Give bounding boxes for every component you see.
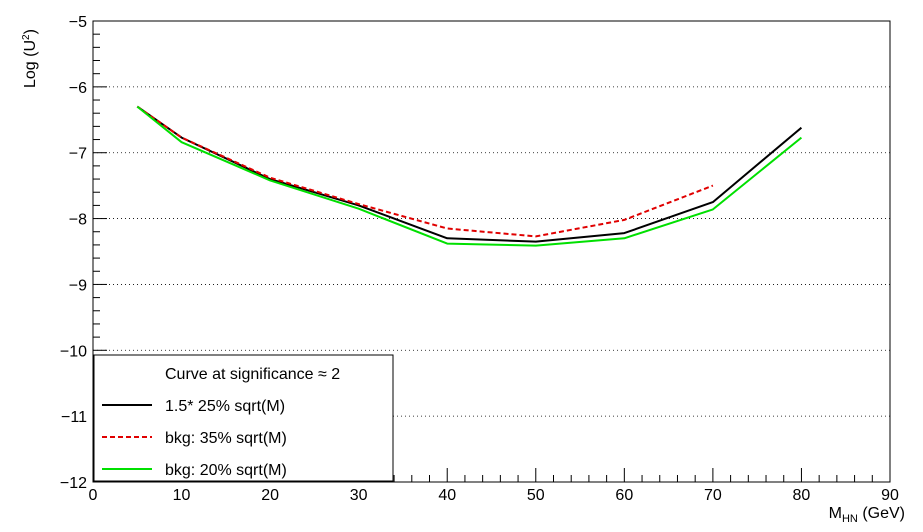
series-line-3 — [136, 105, 803, 247]
x-axis-label-unit: (GeV) — [858, 505, 905, 522]
x-tick-label: 0 — [89, 487, 98, 504]
legend: Curve at significance ≈ 2 1.5* 25% sqrt(… — [93, 354, 394, 482]
y-tick-label: −9 — [69, 277, 87, 294]
y-tick-label: −7 — [69, 146, 87, 163]
x-tick-label: 70 — [704, 487, 722, 504]
series-line-1 — [136, 105, 803, 243]
x-tick-label: 80 — [793, 487, 811, 504]
x-axis-label: MHN (GeV) — [829, 505, 905, 525]
legend-label-3: bkg: 20% sqrt(M) — [165, 462, 287, 479]
y-tick-label: −6 — [69, 80, 87, 97]
plot-frame — [92, 20, 891, 483]
x-axis-label-main: M — [829, 505, 842, 522]
y-axis-label-end: ) — [22, 29, 39, 34]
x-tick-label: 90 — [881, 487, 899, 504]
legend-box — [93, 354, 394, 482]
y-tick-label: −5 — [69, 14, 87, 31]
x-tick-label: 20 — [261, 487, 279, 504]
x-tick-label: 60 — [615, 487, 633, 504]
x-tick-label: 40 — [438, 487, 456, 504]
series-line-2 — [136, 105, 714, 238]
legend-label-2: bkg: 35% sqrt(M) — [165, 430, 287, 447]
series-layer — [136, 105, 803, 247]
legend-label-1: 1.5* 25% sqrt(M) — [165, 398, 285, 415]
gridlines — [93, 86, 890, 417]
x-axis-label-sub: HN — [842, 513, 858, 525]
legend-title: Curve at significance ≈ 2 — [165, 366, 340, 383]
y-tick-label: −12 — [60, 475, 87, 492]
x-tick-label: 10 — [173, 487, 191, 504]
y-axis-label-main: Log (U — [22, 40, 39, 88]
y-tick-label: −8 — [69, 212, 87, 229]
y-axis-label: Log (U2) — [21, 29, 39, 88]
y-axis-label-sup: 2 — [21, 34, 32, 40]
x-tick-label: 50 — [527, 487, 545, 504]
y-tick-label: −10 — [60, 343, 87, 360]
tick-labels: 0 10 20 30 40 50 60 70 80 90 −12 −11 −10 −9 −8 −7 −6 −5 — [60, 14, 899, 504]
x-tick-label: 30 — [350, 487, 368, 504]
y-tick-label: −11 — [61, 409, 87, 426]
